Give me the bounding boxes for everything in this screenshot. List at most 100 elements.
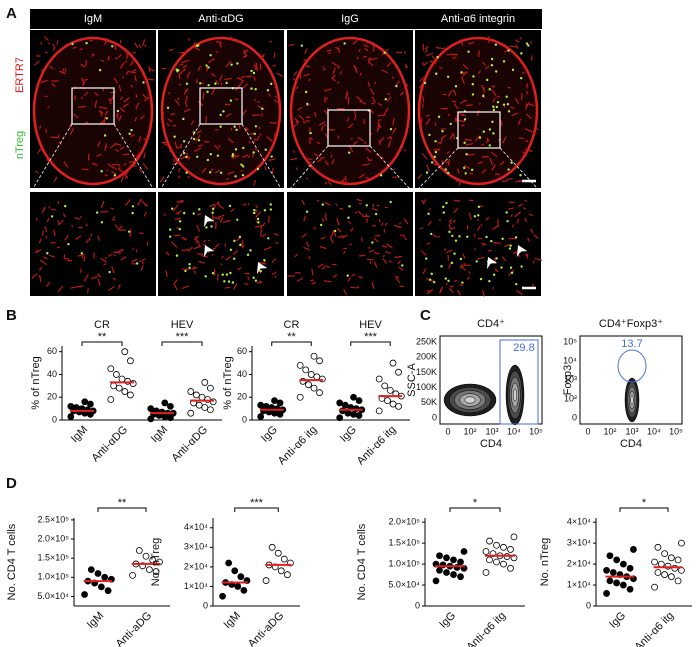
- red-fiber: [307, 161, 312, 167]
- red-fiber: [402, 234, 408, 241]
- green-cell: [505, 95, 508, 98]
- red-fiber: [131, 51, 137, 54]
- red-fiber: [331, 61, 338, 67]
- red-fiber: [117, 248, 124, 253]
- red-fiber: [347, 97, 350, 105]
- red-fiber: [89, 39, 93, 42]
- green-cell: [208, 171, 212, 174]
- y-axis-label: No. nTreg: [150, 538, 162, 587]
- green-cell: [447, 171, 450, 175]
- green-cell: [211, 211, 214, 215]
- green-cell: [383, 51, 387, 55]
- data-point: [395, 368, 402, 376]
- red-fiber: [202, 82, 204, 85]
- red-fiber: [254, 211, 261, 219]
- red-fiber: [439, 137, 444, 145]
- red-fiber: [170, 113, 176, 116]
- red-fiber: [306, 177, 308, 180]
- green-cell: [502, 60, 506, 63]
- data-point: [657, 560, 665, 568]
- red-fiber: [179, 51, 188, 54]
- red-fiber: [497, 218, 499, 227]
- data-point: [609, 569, 617, 576]
- green-cell: [494, 43, 498, 46]
- red-fiber: [468, 41, 475, 45]
- red-fiber: [272, 64, 276, 67]
- red-fiber: [347, 123, 354, 129]
- green-cell: [470, 168, 474, 172]
- red-fiber: [161, 67, 167, 70]
- red-fiber: [94, 92, 99, 97]
- green-cell: [442, 211, 445, 214]
- data-point: [206, 384, 214, 392]
- category-label: IgM: [149, 424, 170, 445]
- red-fiber: [182, 268, 190, 271]
- red-fiber: [457, 119, 466, 123]
- data-point: [67, 413, 75, 420]
- red-fiber: [179, 63, 184, 66]
- green-cell: [142, 81, 145, 84]
- red-fiber: [224, 286, 230, 289]
- red-fiber: [399, 285, 405, 288]
- y-axis-label: No. CD4 T cells: [6, 523, 18, 600]
- red-fiber: [424, 48, 428, 54]
- red-fiber: [503, 243, 510, 248]
- red-fiber: [485, 65, 490, 70]
- green-cell: [182, 117, 185, 121]
- green-cell: [428, 278, 432, 281]
- green-cell: [490, 63, 494, 67]
- red-fiber: [253, 64, 257, 70]
- green-cell: [236, 218, 239, 221]
- data-point: [482, 548, 490, 555]
- green-cell: [435, 72, 438, 75]
- red-fiber: [225, 103, 231, 106]
- red-fiber: [225, 113, 232, 118]
- red-fiber: [378, 219, 381, 223]
- category-label: IgM: [221, 610, 242, 631]
- red-fiber: [530, 80, 534, 84]
- red-fiber: [371, 224, 376, 227]
- zoom-line: [241, 123, 283, 191]
- red-fiber: [224, 243, 227, 247]
- red-fiber: [367, 58, 371, 61]
- red-fiber: [534, 127, 539, 131]
- red-fiber: [195, 134, 201, 142]
- red-fiber: [211, 214, 215, 223]
- red-fiber: [481, 61, 486, 66]
- red-fiber: [255, 220, 258, 223]
- red-fiber: [115, 57, 119, 60]
- red-fiber: [448, 219, 453, 223]
- red-fiber: [115, 143, 122, 146]
- red-fiber: [162, 112, 165, 115]
- red-fiber: [371, 96, 376, 104]
- green-cell: [395, 84, 398, 88]
- green-cell: [477, 214, 480, 217]
- data-point: [450, 556, 457, 564]
- green-cell: [495, 257, 498, 260]
- zoom-line: [31, 123, 73, 191]
- data-point: [651, 583, 658, 591]
- green-cell: [263, 258, 266, 262]
- y-tick-label: 2×10⁴: [184, 561, 208, 571]
- column-header: Anti-α6 integrin: [441, 13, 515, 25]
- significance-bracket: [81, 341, 123, 346]
- gate-value: 29.8: [513, 342, 534, 354]
- red-fiber: [308, 78, 311, 82]
- red-fiber: [453, 279, 458, 283]
- green-cell: [241, 174, 245, 177]
- red-fiber: [135, 152, 141, 158]
- data-point: [603, 590, 610, 597]
- red-fiber: [459, 99, 467, 104]
- red-fiber: [120, 176, 124, 183]
- red-fiber: [47, 42, 51, 45]
- red-fiber: [451, 56, 455, 60]
- data-point: [113, 371, 120, 378]
- red-fiber: [348, 220, 352, 225]
- green-cell: [170, 207, 174, 210]
- contour: [464, 396, 476, 404]
- red-fiber: [290, 157, 298, 161]
- red-fiber: [134, 117, 138, 122]
- red-fiber: [64, 68, 67, 72]
- red-fiber: [118, 53, 122, 58]
- red-fiber: [212, 247, 217, 250]
